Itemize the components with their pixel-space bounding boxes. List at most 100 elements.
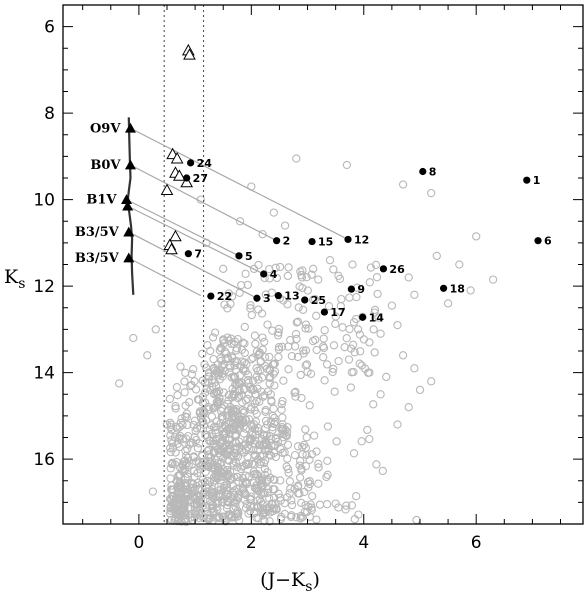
field-star	[293, 442, 303, 451]
field-star	[220, 422, 230, 431]
field-star	[372, 273, 382, 282]
field-star	[270, 367, 280, 376]
field-star	[189, 365, 198, 374]
field-star	[215, 512, 224, 521]
field-star	[265, 352, 274, 362]
field-star	[176, 362, 185, 371]
field-star	[328, 367, 337, 377]
field-star	[360, 364, 370, 373]
field-star	[292, 334, 301, 344]
field-star	[334, 271, 343, 280]
field-star	[247, 435, 256, 444]
field-star	[205, 425, 214, 434]
reddening-vector	[128, 257, 202, 297]
spectral-type-markers: O9V B0V B1V B3/5V B3/5V	[75, 121, 136, 266]
field-star	[265, 450, 274, 459]
field-star	[284, 365, 293, 374]
field-star	[219, 336, 228, 345]
field-star	[279, 433, 288, 442]
field-star	[285, 489, 294, 498]
field-star	[262, 364, 271, 373]
field-star	[296, 514, 305, 523]
spectral-type-label: B1V	[86, 193, 117, 208]
field-star	[218, 412, 227, 421]
field-star	[348, 260, 357, 269]
field-star	[334, 503, 343, 512]
field-star	[325, 256, 335, 265]
field-star	[263, 488, 272, 497]
field-star	[322, 500, 332, 509]
field-star	[296, 370, 305, 380]
field-star	[243, 479, 252, 489]
field-star	[312, 345, 321, 355]
field-star	[168, 459, 177, 468]
field-star	[303, 477, 313, 487]
field-star	[182, 485, 192, 494]
field-star	[219, 264, 228, 273]
field-star	[237, 280, 246, 290]
field-star	[203, 378, 213, 387]
field-star	[410, 364, 419, 373]
field-star	[314, 459, 323, 468]
field-star	[308, 336, 318, 346]
field-star	[373, 289, 382, 299]
field-star	[179, 461, 188, 470]
field-star	[349, 367, 358, 377]
field-star	[172, 383, 182, 392]
field-star	[342, 334, 351, 343]
field-star	[365, 338, 374, 347]
field-star	[277, 405, 286, 414]
bright-star-triangle	[180, 175, 194, 188]
field-star	[227, 339, 236, 349]
field-star	[148, 487, 158, 496]
field-star	[298, 283, 307, 293]
field-star	[315, 500, 325, 509]
field-star	[258, 481, 267, 490]
field-star	[241, 269, 250, 278]
field-star	[287, 351, 297, 361]
field-star	[260, 337, 269, 347]
spectral-type-label: O9V	[90, 121, 121, 136]
member-star	[273, 237, 281, 245]
field-star	[245, 383, 254, 392]
field-star	[251, 417, 261, 426]
dotted-lines	[163, 5, 205, 524]
field-star	[187, 370, 197, 379]
field-star	[246, 301, 255, 310]
member-star-label: 18	[450, 282, 465, 295]
field-star	[371, 260, 381, 270]
member-star-label: 27	[193, 172, 208, 185]
field-star	[190, 377, 199, 386]
field-star	[301, 320, 311, 329]
field-star	[305, 455, 314, 464]
field-star	[239, 417, 248, 426]
field-star	[309, 264, 318, 273]
field-star	[234, 477, 243, 486]
field-star	[372, 460, 381, 469]
reddening-vector	[128, 231, 258, 299]
field-star	[290, 450, 300, 460]
reddening-vector	[126, 199, 240, 257]
field-star	[307, 270, 316, 279]
field-star	[229, 461, 238, 470]
field-star	[230, 387, 240, 396]
field-star	[404, 273, 413, 282]
field-star	[165, 394, 175, 404]
field-star	[300, 487, 309, 497]
field-star	[253, 496, 262, 505]
field-star	[350, 515, 359, 524]
field-star	[232, 510, 241, 519]
field-star	[260, 464, 270, 474]
field-star	[264, 506, 273, 515]
field-star	[241, 503, 251, 513]
field-star	[175, 488, 184, 497]
field-star	[239, 486, 248, 495]
field-star	[212, 470, 221, 479]
field-star	[168, 439, 177, 448]
field-star	[172, 457, 181, 467]
field-star	[265, 274, 274, 283]
spectral-type-marker	[124, 122, 136, 133]
field-star	[291, 387, 300, 396]
field-star	[175, 434, 184, 444]
